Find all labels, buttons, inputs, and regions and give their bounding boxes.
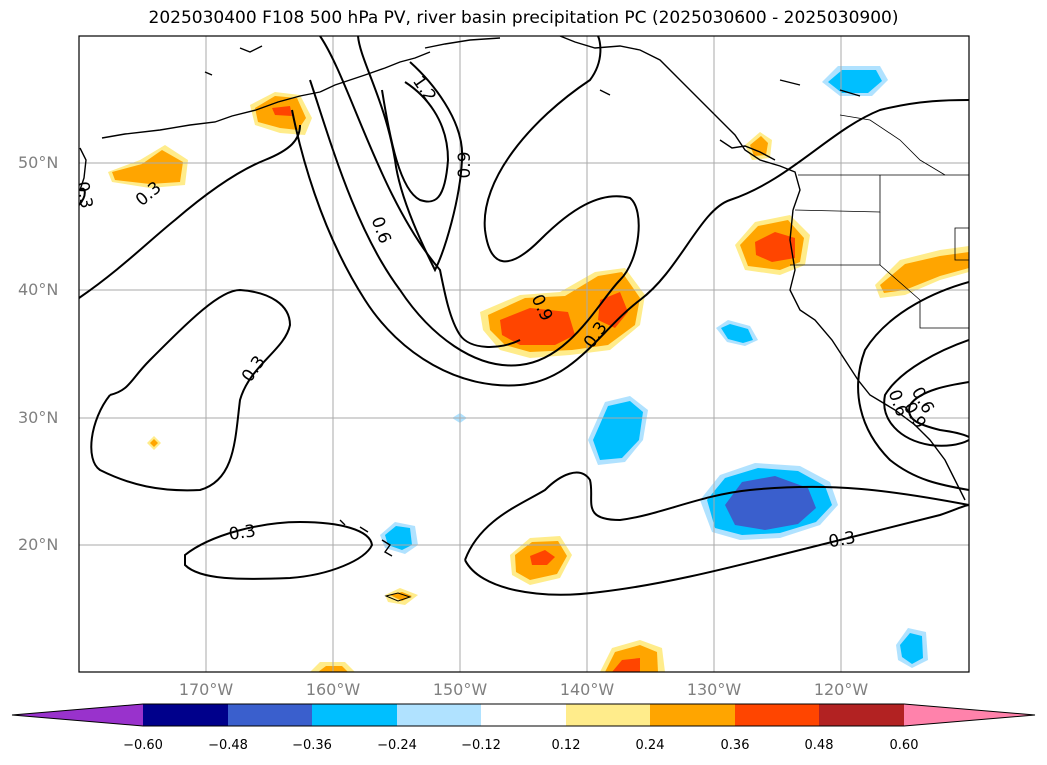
colorbar-segment (481, 704, 566, 726)
colorbar-tick: 0.12 (551, 738, 581, 753)
lon-label: 150°W (432, 680, 488, 699)
colorbar-tick: −0.60 (123, 738, 163, 753)
lon-label: 140°W (559, 680, 615, 699)
colorbar-extend-high (904, 704, 1035, 726)
lon-label: 120°W (813, 680, 869, 699)
colorbar-tick: 0.24 (635, 738, 665, 753)
colorbar-tick: −0.48 (208, 738, 248, 753)
colorbar-tick: 0.60 (889, 738, 919, 753)
plot-frame (78, 35, 970, 673)
colorbar-extend-low (12, 704, 143, 726)
lat-label: 40°N (18, 280, 59, 299)
colorbar-segment (819, 704, 904, 726)
colorbar-segment (228, 704, 312, 726)
colorbar-segment (397, 704, 481, 726)
contour-label: 0.9 (455, 151, 475, 178)
lat-label: 30°N (18, 408, 59, 427)
pv-contours (79, 36, 969, 596)
contour-label: 1.2 (408, 72, 440, 106)
contour-label: 0.3 (228, 521, 258, 545)
lon-label: 130°W (686, 680, 742, 699)
colorbar-tick: −0.12 (461, 738, 501, 753)
contour-label: 0.3 (238, 352, 270, 386)
colorbar-tick: 0.36 (720, 738, 750, 753)
figure-title: 2025030400 F108 500 hPa PV, river basin … (148, 8, 899, 28)
lon-label: 170°W (178, 680, 234, 699)
colorbar-tick: −0.36 (292, 738, 332, 753)
colorbar-segment (735, 704, 819, 726)
precip-shading (108, 66, 969, 672)
colorbar-tick: −0.24 (377, 738, 417, 753)
colorbar (11, 703, 1036, 727)
colorbar-segment (566, 704, 650, 726)
colorbar-tick: 0.48 (804, 738, 834, 753)
lat-label: 50°N (18, 153, 59, 172)
contour-label: 0.3 (827, 528, 857, 552)
contour-label: 0.3 (72, 180, 96, 210)
coastlines (79, 36, 966, 602)
colorbar-segment (312, 704, 397, 726)
lon-label: 160°W (305, 680, 361, 699)
colorbar-segment (650, 704, 735, 726)
colorbar-segment (143, 704, 228, 726)
lat-label: 20°N (18, 535, 59, 554)
borders (790, 114, 969, 329)
